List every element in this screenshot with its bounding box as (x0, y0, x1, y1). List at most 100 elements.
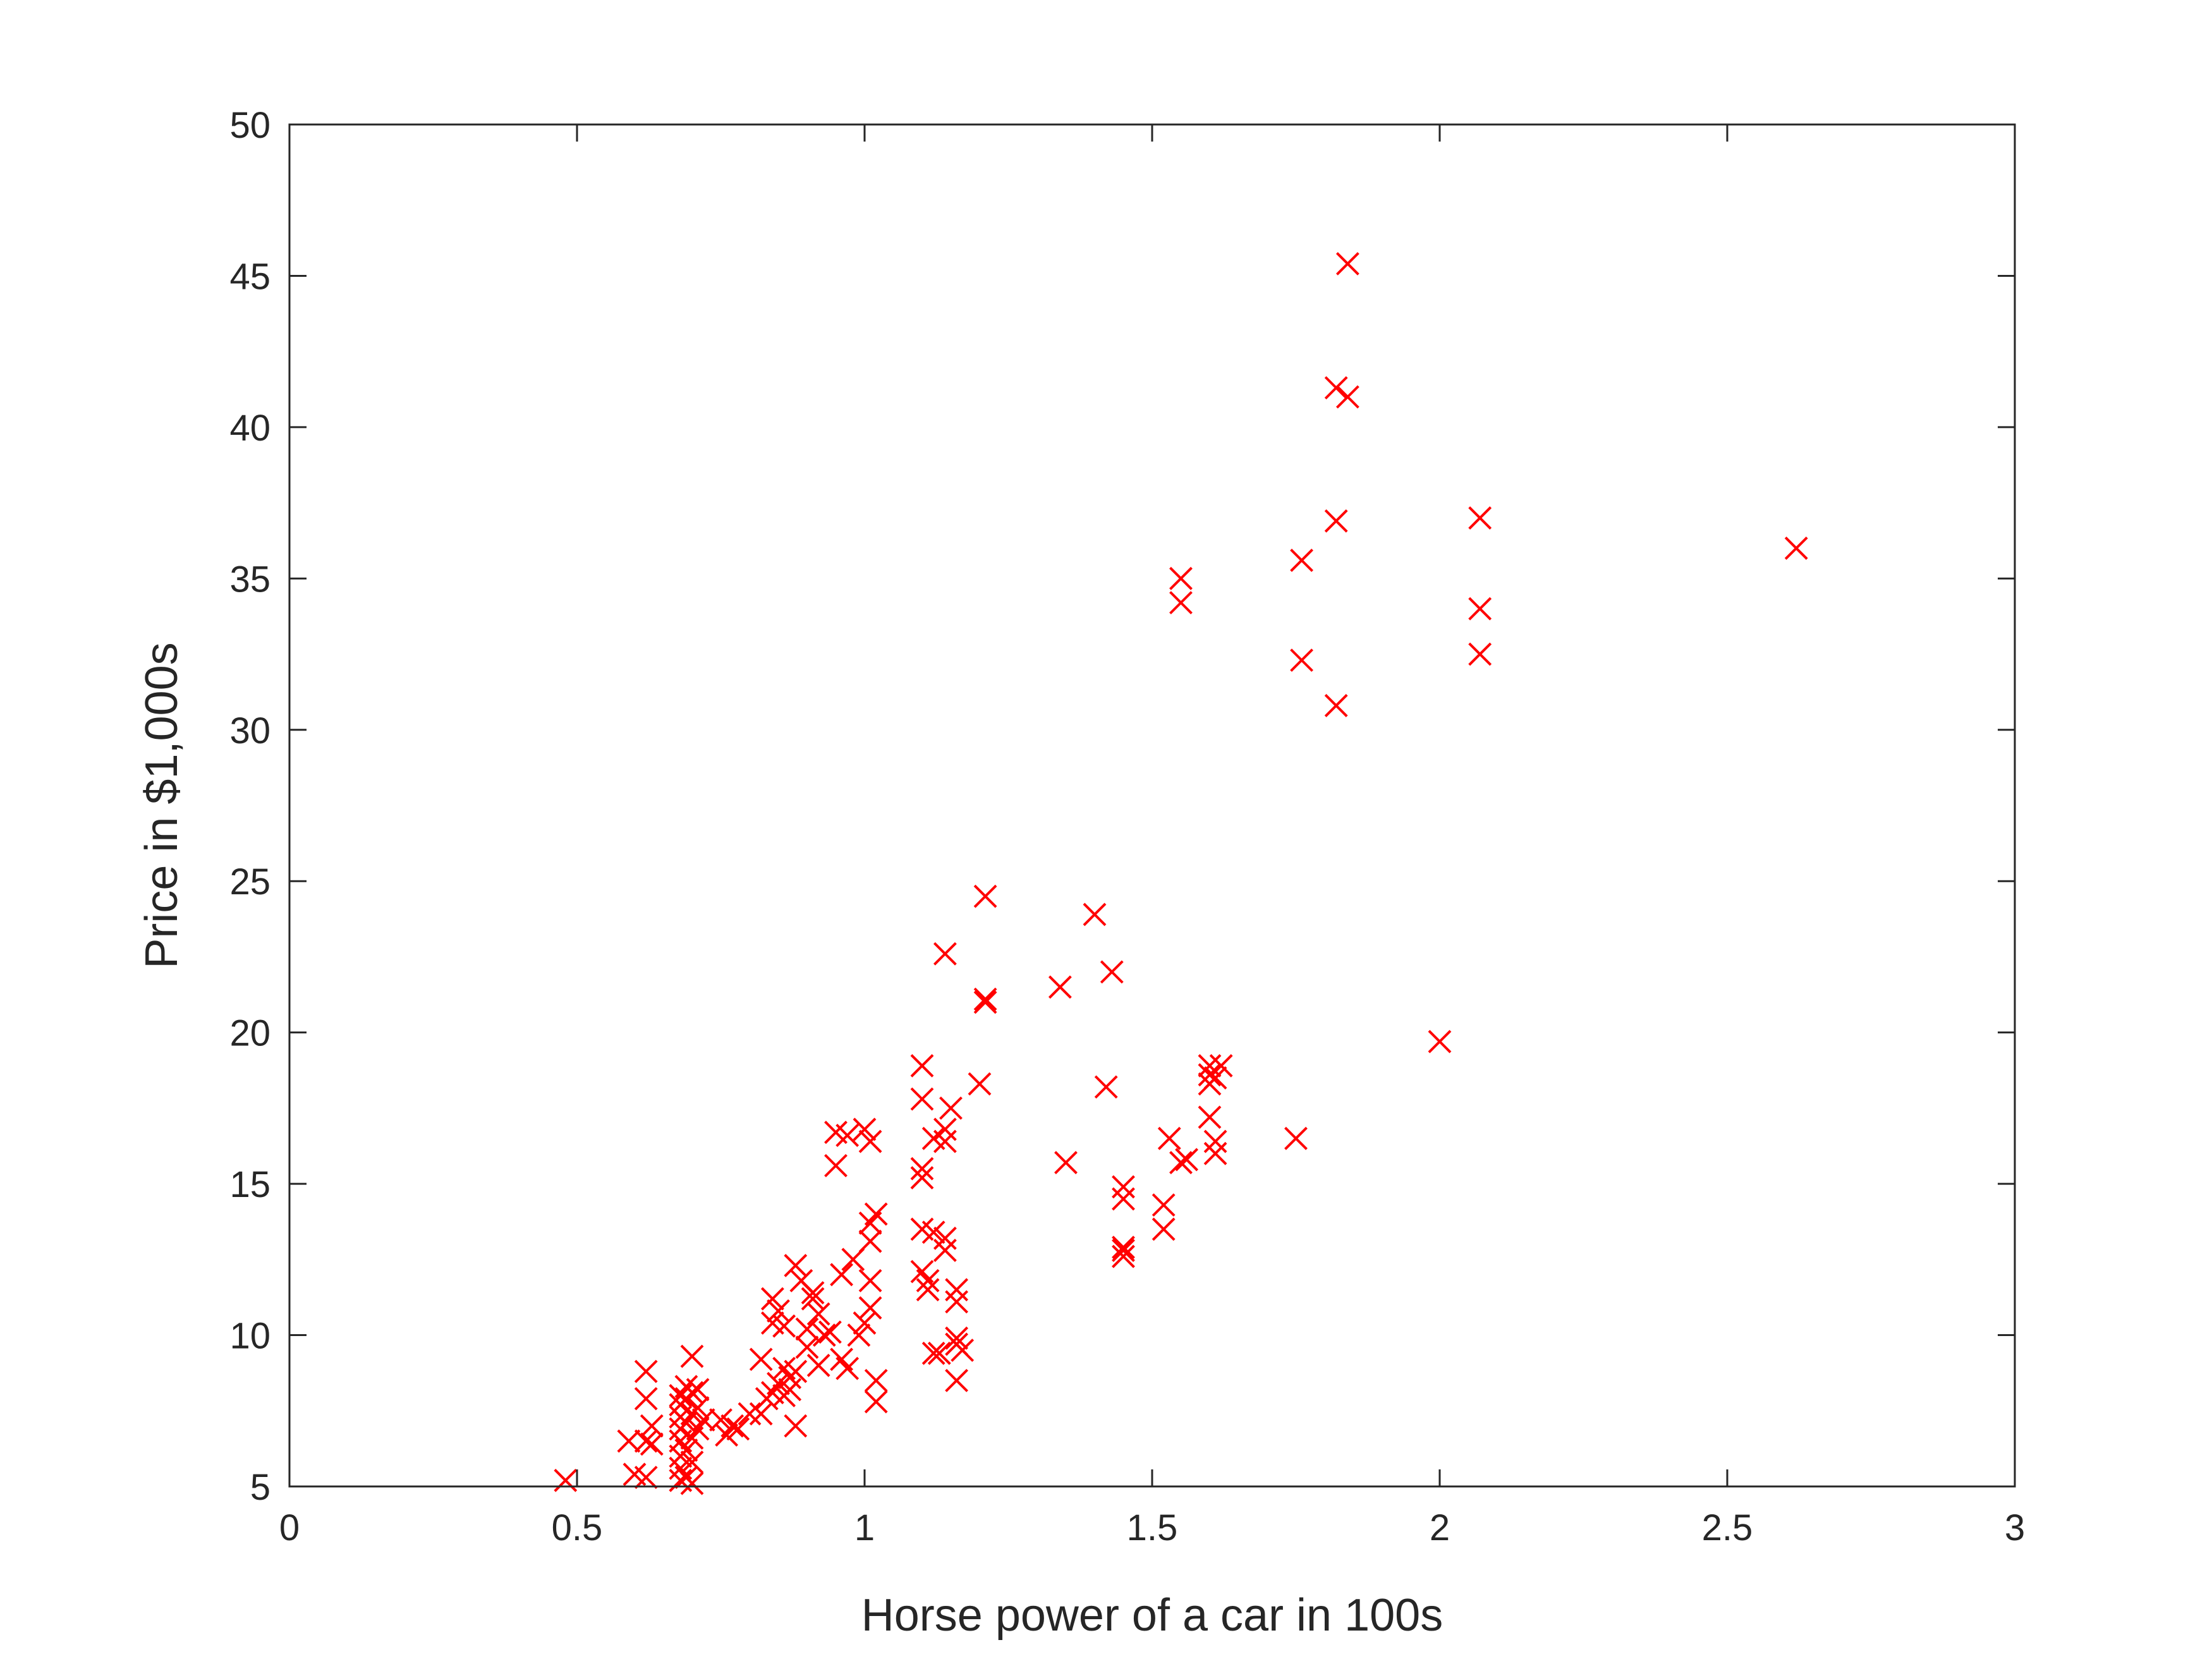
data-point-marker (945, 1290, 969, 1314)
data-point-marker (806, 1302, 830, 1326)
data-point-marker (933, 1226, 957, 1250)
data-point-marker (945, 1368, 969, 1392)
data-point-marker (847, 1323, 871, 1347)
data-point-marker (818, 1320, 842, 1344)
x-tick-label: 2 (1430, 1507, 1450, 1548)
data-point-marker (680, 1471, 704, 1495)
data-point-marker (1203, 1066, 1227, 1090)
data-point-marker (933, 1129, 957, 1153)
data-point-marker (680, 1381, 704, 1404)
data-point-marker (1784, 537, 1808, 560)
data-point-marker (933, 1239, 957, 1262)
data-point-marker (772, 1314, 796, 1338)
data-point-marker (910, 1166, 934, 1189)
data-point-marker (1112, 1244, 1135, 1268)
data-point-marker (1324, 694, 1348, 717)
y-tick-label: 10 (229, 1316, 270, 1357)
data-point-marker (1290, 549, 1314, 573)
data-point-marker (749, 1402, 773, 1426)
x-tick-label: 0 (279, 1507, 300, 1548)
data-point-marker (1112, 1239, 1135, 1262)
data-point-marker (973, 884, 997, 908)
data-point-marker (1468, 642, 1492, 666)
data-point-marker (933, 942, 957, 966)
data-point-marker (760, 1287, 784, 1311)
data-point-marker (784, 1359, 808, 1383)
data-point-marker (858, 1296, 882, 1320)
data-point-marker (812, 1323, 836, 1347)
data-point-marker (1209, 1054, 1233, 1078)
data-point-marker (801, 1287, 825, 1311)
x-tick-label: 3 (2005, 1507, 2025, 1548)
data-point-marker (554, 1469, 578, 1492)
x-tick-label: 1.5 (1127, 1507, 1178, 1548)
data-point-marker (634, 1429, 658, 1453)
x-tick-label: 1 (854, 1507, 875, 1548)
data-point-marker (916, 1278, 940, 1302)
data-points (554, 252, 1808, 1495)
data-point-marker (1100, 960, 1124, 984)
data-point-marker (1152, 1193, 1176, 1217)
data-point-marker (910, 1087, 934, 1111)
data-point-marker (933, 1117, 957, 1141)
data-point-marker (1198, 1054, 1222, 1078)
data-point-marker (1203, 1129, 1227, 1153)
y-axis-ticks: 5 10 15 20 25 30 35 40 45 50 (229, 105, 2015, 1508)
data-point-marker (921, 1220, 945, 1244)
data-point-marker (795, 1317, 819, 1341)
data-point-marker (1175, 1148, 1199, 1172)
data-point-marker (1290, 648, 1314, 672)
y-tick-label: 20 (229, 1013, 270, 1054)
data-point-marker (634, 1466, 658, 1490)
data-point-marker (1112, 1175, 1135, 1199)
data-point-marker (680, 1344, 704, 1368)
data-point-marker (968, 1072, 992, 1096)
data-point-marker (686, 1396, 710, 1419)
data-point-marker (939, 1096, 963, 1120)
data-point-marker (709, 1408, 732, 1432)
data-point-marker (1169, 591, 1193, 615)
data-point-marker (973, 987, 997, 1011)
data-point-marker (1112, 1236, 1135, 1260)
data-point-marker (767, 1299, 790, 1323)
data-point-marker (726, 1417, 750, 1441)
data-point-marker (864, 1202, 888, 1226)
y-tick-label: 25 (229, 861, 270, 902)
data-point-marker (927, 1341, 951, 1365)
data-point-marker (1198, 1063, 1222, 1087)
data-point-marker (830, 1263, 854, 1287)
data-point-marker (1335, 252, 1359, 276)
data-point-marker (749, 1347, 773, 1371)
data-point-marker (784, 1253, 808, 1277)
y-tick-label: 35 (229, 559, 270, 600)
data-point-marker (778, 1378, 802, 1402)
data-point-marker (858, 1268, 882, 1292)
data-point-marker (784, 1414, 808, 1438)
y-tick-label: 40 (229, 408, 270, 449)
data-point-marker (806, 1354, 830, 1377)
data-point-marker (1054, 1151, 1078, 1175)
data-point-marker (853, 1311, 877, 1335)
data-point-marker (824, 1153, 848, 1177)
data-point-marker (738, 1402, 762, 1426)
data-point-marker (1324, 376, 1348, 400)
data-point-marker (853, 1117, 877, 1141)
data-point-marker (686, 1378, 710, 1402)
data-point-marker (1198, 1105, 1222, 1129)
data-point-marker (634, 1387, 658, 1411)
data-point-marker (640, 1414, 664, 1438)
data-point-marker (795, 1335, 819, 1359)
data-point-marker (864, 1368, 888, 1392)
data-point-marker (640, 1432, 664, 1456)
data-point-marker (864, 1390, 888, 1414)
data-point-marker (916, 1268, 940, 1292)
y-tick-label: 30 (229, 710, 270, 751)
data-point-marker (1048, 975, 1072, 999)
data-point-marker (1152, 1217, 1176, 1241)
data-point-marker (634, 1359, 658, 1383)
data-point-marker (921, 1341, 945, 1365)
y-tick-label: 45 (229, 256, 270, 297)
y-tick-label: 15 (229, 1164, 270, 1205)
data-point-marker (858, 1229, 882, 1253)
